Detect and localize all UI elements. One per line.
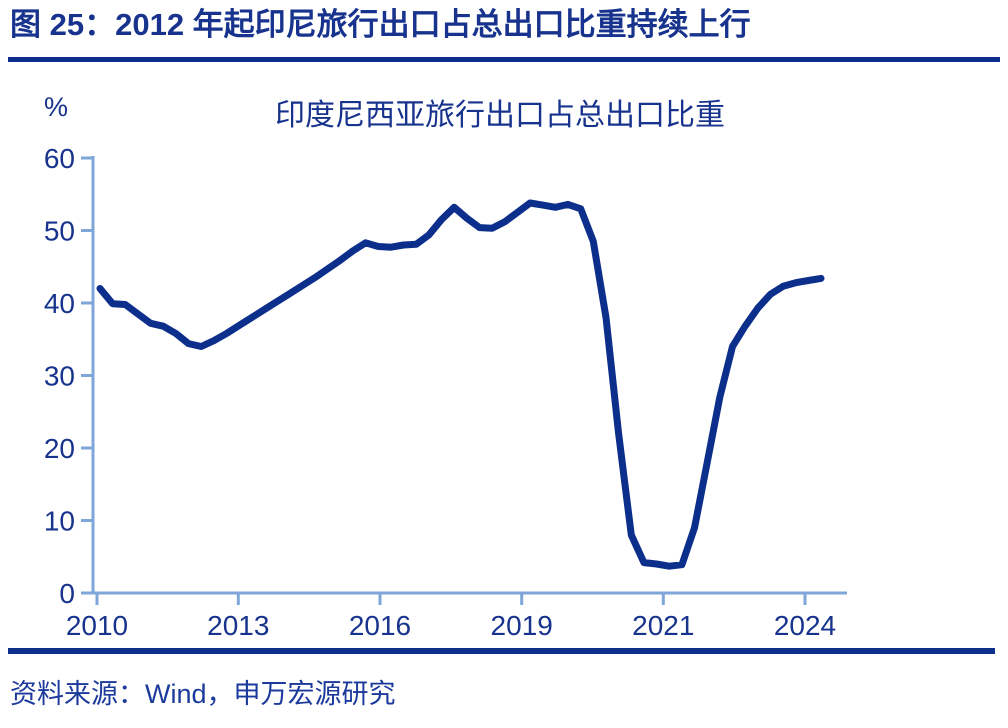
- y-axis-tick-label: 10: [44, 506, 75, 537]
- y-axis-tick-label: 30: [44, 361, 75, 392]
- x-axis-tick-label: 2016: [349, 610, 411, 641]
- y-axis-unit-label: %: [44, 92, 69, 122]
- x-axis-tick-label: 2021: [632, 610, 694, 641]
- source-note: 资料来源：Wind，申万宏源研究: [10, 679, 396, 709]
- x-axis-tick-label: 2010: [66, 610, 128, 641]
- y-axis-tick-label: 50: [44, 216, 75, 247]
- x-axis-tick-label: 2013: [207, 610, 269, 641]
- chart-title: 印度尼西亚旅行出口占总出口比重: [275, 99, 725, 132]
- x-axis-tick-label: 2019: [491, 610, 553, 641]
- x-axis-tick-label: 2024: [774, 610, 836, 641]
- line-chart-svg: 0 10 20 30 40 50 60 2010 2013 2016 2019 2021 2024: [44, 143, 847, 641]
- title-underline-rule: [8, 57, 1000, 62]
- data-series-line: [96, 199, 825, 570]
- figure-title: 图 25：2012 年起印尼旅行出口占总出口比重持续上行: [10, 7, 751, 42]
- y-axis-tick-label: 60: [44, 143, 75, 174]
- y-axis-tick-label: 20: [44, 433, 75, 464]
- y-axis-tick-label: 0: [59, 578, 75, 609]
- figure-bottom-rule: [8, 648, 995, 654]
- y-axis-tick-label: 40: [44, 288, 75, 319]
